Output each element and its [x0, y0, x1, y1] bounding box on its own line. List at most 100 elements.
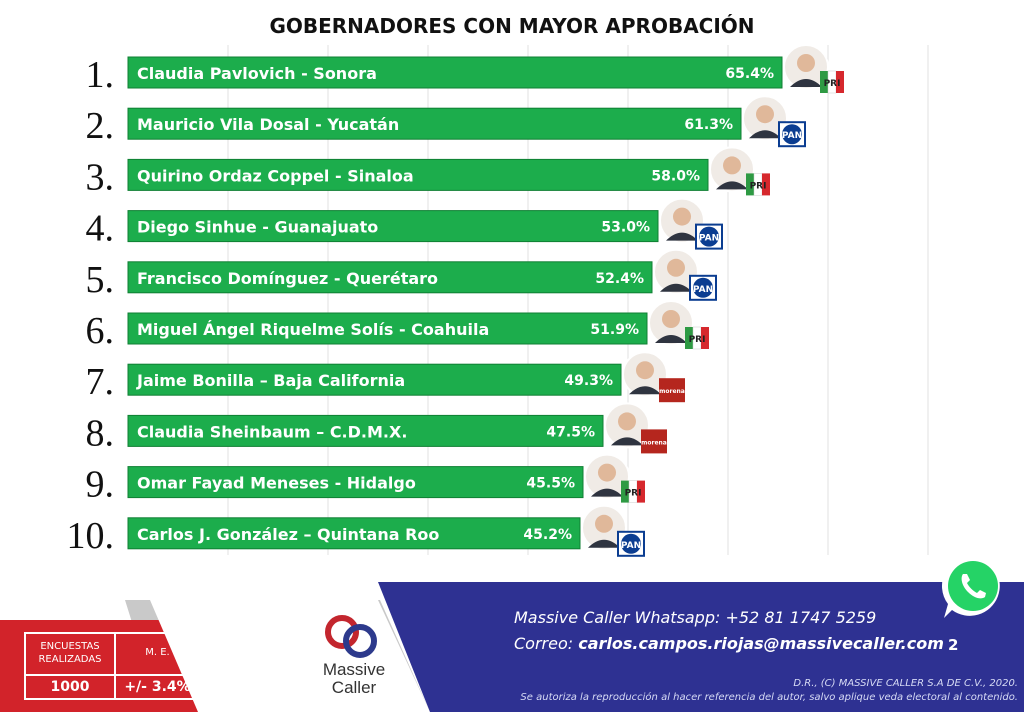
surveys-header: ENCUESTAS REALIZADAS — [38, 641, 102, 665]
portrait-body — [790, 79, 822, 87]
surveys-value: 1000 — [50, 679, 90, 695]
party-logo-text: morena — [659, 388, 685, 395]
pri-logo-green — [820, 71, 828, 93]
whatsapp-contact: Massive Caller Whatsapp: +52 81 1747 525… — [514, 608, 877, 627]
portrait-body — [716, 181, 748, 190]
bar — [127, 210, 659, 243]
portrait-face — [598, 463, 616, 482]
bar-value-label: 58.0% — [651, 168, 700, 184]
bar-label: Claudia Sheinbaum – C.D.M.X. — [137, 422, 407, 441]
rank-label: 3. — [86, 156, 115, 198]
pri-logo-red — [701, 327, 709, 349]
bar — [127, 312, 648, 345]
portrait-body — [588, 539, 620, 548]
rank-label: 7. — [86, 361, 115, 403]
rank-label: 6. — [86, 310, 115, 352]
margin-error-value: +/- 3.4% — [124, 679, 191, 695]
party-logo-text: PAN — [782, 131, 802, 141]
bar-label: Jaime Bonilla – Baja California — [136, 371, 405, 390]
pan-logo-circle — [693, 277, 713, 298]
bar-chart: 1. Claudia Pavlovich - Sonora 65.4% PRI 2. Ma… — [67, 44, 929, 557]
bar — [127, 56, 783, 89]
pri-logo-green — [685, 327, 693, 349]
rank-label: 10. — [67, 515, 115, 557]
logo-text-massive: Massive — [322, 660, 386, 679]
margin-error-header: M. E. — [145, 647, 170, 658]
portrait-body — [749, 130, 781, 139]
bar-value-label: 61.3% — [684, 117, 733, 133]
disclaimer-text: Se autoriza la reproducción al hacer ref… — [520, 692, 1018, 703]
pri-logo-green — [621, 480, 629, 503]
pri-logo-red — [762, 173, 770, 196]
party-logo-text: morena — [641, 439, 667, 446]
party-logo-text: PAN — [699, 234, 719, 244]
pri-logo-red — [836, 71, 844, 93]
party-logo-text: PAN — [621, 541, 641, 551]
email-address: carlos.campos.riojas@massivecaller.com — [578, 634, 944, 653]
bar-label: Miguel Ángel Riquelme Solís - Coahuila — [137, 320, 489, 339]
portrait-face — [618, 412, 636, 431]
rank-label: 2. — [86, 105, 115, 147]
portrait-face — [673, 207, 691, 226]
email-label: Correo: — [514, 634, 574, 653]
party-logo-text: PRI — [750, 181, 767, 191]
survey-stats-box: ENCUESTAS REALIZADAS M. E. 1000 +/- 3.4% — [24, 632, 201, 700]
portrait-body — [611, 437, 643, 446]
pan-logo-circle — [621, 533, 641, 554]
portrait-face — [797, 54, 815, 72]
massive-caller-logo-mark — [325, 615, 377, 658]
party-logo-text: PRI — [689, 335, 706, 345]
portrait-face — [667, 258, 685, 277]
bar-label: Carlos J. González – Quintana Roo — [137, 525, 439, 544]
portrait-face — [723, 156, 741, 175]
portrait-face — [756, 105, 774, 124]
bar — [127, 466, 584, 499]
portrait-body — [666, 232, 698, 241]
bar-value-label: 45.2% — [523, 527, 572, 543]
pri-logo-red — [637, 480, 645, 503]
pan-logo-circle — [699, 226, 719, 247]
portrait-body — [629, 386, 661, 395]
email-contact: Correo: carlos.campos.riojas@massivecall… — [514, 634, 944, 653]
bar-value-label: 51.9% — [590, 322, 639, 338]
chart-title: GOBERNADORES CON MAYOR APROBACIÓN — [269, 14, 755, 38]
bar-value-label: 45.5% — [526, 476, 575, 492]
pri-logo-green — [746, 173, 754, 196]
pan-logo-circle — [782, 124, 802, 145]
rank-label: 4. — [86, 208, 115, 250]
portrait-face — [595, 514, 613, 533]
party-logo-text: PRI — [625, 489, 642, 499]
party-logo-text: PRI — [824, 79, 841, 89]
portrait-body — [655, 335, 687, 343]
bar-value-label: 53.0% — [601, 220, 650, 236]
bar-value-label: 52.4% — [595, 271, 644, 287]
whatsapp-icon[interactable] — [938, 552, 1008, 622]
bar-value-label: 49.3% — [564, 373, 613, 389]
bar-value-label: 47.5% — [546, 424, 595, 440]
portrait-face — [662, 310, 680, 328]
rank-label: 8. — [86, 412, 115, 454]
portrait-face — [636, 361, 654, 380]
portrait-body — [591, 488, 623, 497]
page-number: 2 — [948, 636, 959, 654]
bar — [127, 414, 604, 447]
bar-label: Quirino Ordaz Coppel - Sinaloa — [137, 166, 414, 185]
rank-label: 1. — [86, 54, 115, 96]
morena-logo — [659, 378, 685, 403]
bar-value-label: 65.4% — [725, 66, 774, 82]
party-logo-text: PAN — [693, 285, 713, 295]
bar — [127, 261, 653, 294]
bar-label: Diego Sinhue - Guanajuato — [137, 218, 378, 237]
bar — [127, 107, 742, 140]
morena-logo — [641, 429, 667, 454]
rank-label: 5. — [86, 259, 115, 301]
rank-label: 9. — [86, 464, 115, 506]
logo-text-caller: Caller — [331, 678, 377, 697]
bar-label: Francisco Domínguez - Querétaro — [137, 269, 438, 288]
portrait-body — [660, 283, 692, 292]
bar-label: Omar Fayad Meneses - Hidalgo — [137, 474, 416, 493]
copyright-text: D.R., (C) MASSIVE CALLER S.A DE C.V., 20… — [793, 678, 1018, 689]
bar — [127, 363, 622, 396]
bar — [127, 517, 581, 550]
